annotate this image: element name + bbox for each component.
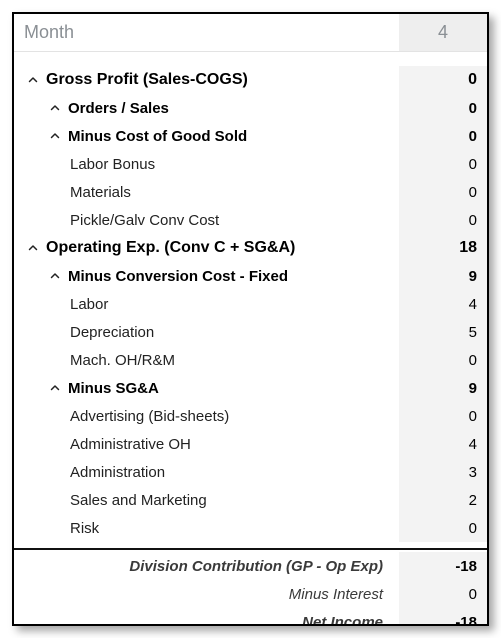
header-label: Month xyxy=(14,14,399,51)
row-label-text: Gross Profit (Sales-COGS) xyxy=(46,71,248,89)
tree-row-expandable[interactable]: Orders / Sales 0 xyxy=(14,94,487,122)
row-label-text: Minus SG&A xyxy=(68,380,159,397)
row-label: Minus Cost of Good Sold xyxy=(14,128,399,145)
row-label: Gross Profit (Sales-COGS) xyxy=(14,71,399,89)
row-value: 9 xyxy=(399,374,487,402)
row-value: 18 xyxy=(399,234,487,262)
tree-row: Labor Bonus 0 xyxy=(14,150,487,178)
tree-row: Administration 3 xyxy=(14,458,487,486)
tree-row: Depreciation 5 xyxy=(14,318,487,346)
row-label: Orders / Sales xyxy=(14,100,399,117)
row-label-text: Orders / Sales xyxy=(68,100,169,117)
summary-value: -18 xyxy=(399,608,487,626)
summary-row: Net Income-18 xyxy=(14,608,487,626)
tree-row: Sales and Marketing 2 xyxy=(14,486,487,514)
row-label-text: Administration xyxy=(70,464,165,481)
row-value: 0 xyxy=(399,122,487,150)
chevron-up-icon[interactable] xyxy=(48,129,62,143)
chevron-up-icon[interactable] xyxy=(26,73,40,87)
summary-label: Net Income xyxy=(14,614,399,627)
chevron-up-icon[interactable] xyxy=(48,101,62,115)
financial-panel: Month 4 Gross Profit (Sales-COGS)0Orders… xyxy=(12,12,489,626)
tree-row-expandable[interactable]: Operating Exp. (Conv C + SG&A) 18 xyxy=(14,234,487,262)
row-label: Administration xyxy=(14,464,399,481)
summary-value: 0 xyxy=(399,580,487,608)
row-label-text: Labor xyxy=(70,296,108,313)
row-value: 3 xyxy=(399,458,487,486)
header-value: 4 xyxy=(399,14,487,51)
row-label-text: Minus Cost of Good Sold xyxy=(68,128,247,145)
row-value: 5 xyxy=(399,318,487,346)
row-value: 4 xyxy=(399,290,487,318)
summary-row: Division Contribution (GP - Op Exp)-18 xyxy=(14,552,487,580)
row-label: Labor xyxy=(14,296,399,313)
row-label-text: Depreciation xyxy=(70,324,154,341)
summary-label: Minus Interest xyxy=(14,586,399,603)
summary-label: Division Contribution (GP - Op Exp) xyxy=(14,558,399,575)
chevron-up-icon[interactable] xyxy=(26,241,40,255)
row-value: 0 xyxy=(399,178,487,206)
row-label: Minus Conversion Cost - Fixed xyxy=(14,268,399,285)
summary-value: -18 xyxy=(399,552,487,580)
row-label-text: Mach. OH/R&M xyxy=(70,352,175,369)
row-value: 4 xyxy=(399,430,487,458)
row-label: Labor Bonus xyxy=(14,156,399,173)
chevron-up-icon[interactable] xyxy=(48,381,62,395)
row-label-text: Advertising (Bid-sheets) xyxy=(70,408,229,425)
row-label: Mach. OH/R&M xyxy=(14,352,399,369)
tree-row-expandable[interactable]: Minus Conversion Cost - Fixed 9 xyxy=(14,262,487,290)
row-label: Materials xyxy=(14,184,399,201)
row-label: Pickle/Galv Conv Cost xyxy=(14,212,399,229)
summary-row: Minus Interest0 xyxy=(14,580,487,608)
row-label: Risk xyxy=(14,520,399,537)
row-value: 0 xyxy=(399,346,487,374)
header-row: Month 4 xyxy=(14,14,487,52)
section-divider xyxy=(14,548,487,550)
rows-container: Gross Profit (Sales-COGS)0Orders / Sales… xyxy=(14,52,487,626)
row-label-text: Minus Conversion Cost - Fixed xyxy=(68,268,288,285)
row-value: 0 xyxy=(399,150,487,178)
row-value: 0 xyxy=(399,402,487,430)
row-label: Depreciation xyxy=(14,324,399,341)
tree-row: Labor 4 xyxy=(14,290,487,318)
row-value: 0 xyxy=(399,206,487,234)
row-value: 0 xyxy=(399,514,487,542)
tree-row: Pickle/Galv Conv Cost 0 xyxy=(14,206,487,234)
tree-row: Administrative OH 4 xyxy=(14,430,487,458)
tree-row: Materials 0 xyxy=(14,178,487,206)
row-label-text: Materials xyxy=(70,184,131,201)
row-label-text: Sales and Marketing xyxy=(70,492,207,509)
tree-row-expandable[interactable]: Minus SG&A 9 xyxy=(14,374,487,402)
chevron-up-icon[interactable] xyxy=(48,269,62,283)
row-label: Operating Exp. (Conv C + SG&A) xyxy=(14,239,399,257)
row-label-text: Operating Exp. (Conv C + SG&A) xyxy=(46,239,295,257)
row-label: Minus SG&A xyxy=(14,380,399,397)
tree-row: Mach. OH/R&M 0 xyxy=(14,346,487,374)
row-value: 0 xyxy=(399,94,487,122)
row-label-text: Risk xyxy=(70,520,99,537)
row-label-text: Labor Bonus xyxy=(70,156,155,173)
row-label: Sales and Marketing xyxy=(14,492,399,509)
row-value: 0 xyxy=(399,66,487,94)
row-label-text: Pickle/Galv Conv Cost xyxy=(70,212,219,229)
tree-row: Advertising (Bid-sheets) 0 xyxy=(14,402,487,430)
row-label-text: Administrative OH xyxy=(70,436,191,453)
row-label: Advertising (Bid-sheets) xyxy=(14,408,399,425)
tree-row-expandable[interactable]: Minus Cost of Good Sold 0 xyxy=(14,122,487,150)
row-value: 9 xyxy=(399,262,487,290)
tree-row-expandable[interactable]: Gross Profit (Sales-COGS) 0 xyxy=(14,66,487,94)
row-value: 2 xyxy=(399,486,487,514)
tree-row: Risk 0 xyxy=(14,514,487,542)
row-label: Administrative OH xyxy=(14,436,399,453)
